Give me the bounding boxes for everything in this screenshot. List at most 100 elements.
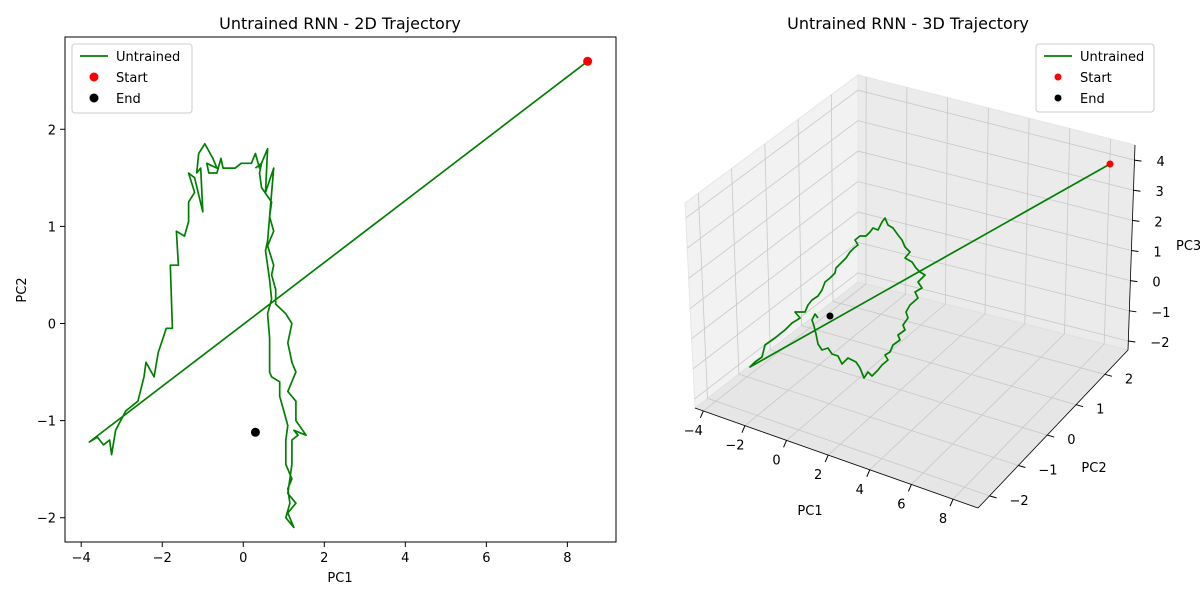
chart-2d-ticks: −4 −2 0 2 4 6 8 −2 −1 0 1 2 [37, 123, 572, 566]
z-grid-line [689, 181, 1132, 309]
y-tick-mark [989, 495, 997, 499]
chart-3d-title: Untrained RNN - 3D Trajectory [787, 14, 1029, 33]
y-tick-label: 0 [1067, 433, 1075, 448]
x-tick-label: 8 [939, 512, 947, 527]
x-grid-line [703, 77, 867, 412]
x-tick-label: −4 [684, 424, 703, 439]
y-grid-line [731, 168, 1019, 466]
y-tick-label: 1 [1096, 403, 1104, 418]
x-grid-line [911, 128, 1071, 485]
z-tick-mark [1132, 219, 1140, 222]
y-grid-line [697, 193, 990, 497]
y-tick-mark [1018, 464, 1026, 468]
chart-2d-points [250, 56, 593, 437]
legend-label-start: Start [1080, 71, 1112, 86]
y-tick-label: −1 [37, 415, 56, 430]
x-tick-label: −2 [153, 551, 172, 566]
chart-3d-end-point [826, 312, 834, 320]
legend-box [1035, 43, 1155, 113]
chart-3d-xlabel: PC1 [797, 504, 822, 519]
x-tick-label: 2 [320, 551, 328, 566]
z-tick-label: 1 [1153, 246, 1161, 261]
chart-3d-grid [685, 77, 1135, 500]
z-tick-label: 3 [1155, 185, 1163, 200]
end-point [250, 427, 260, 437]
z-tick-label: 2 [1154, 215, 1162, 230]
x-tick-mark [824, 454, 829, 463]
x-tick-mark [741, 425, 746, 433]
chart-3d-legend: Untrained Start End [1035, 43, 1155, 113]
x-tick-mark [783, 440, 788, 448]
z-tick-label: −2 [1150, 336, 1169, 351]
legend-label-end: End [116, 92, 141, 107]
x-tick-label: 6 [897, 497, 905, 512]
x-grid-line [786, 97, 949, 441]
x-tick-label: 4 [856, 483, 864, 498]
chart-2d: Untrained RNN - 2D Trajectory −4 −2 0 2 4 6 8 −… [15, 14, 617, 586]
y-tick-mark [1075, 404, 1084, 408]
legend-label-untrained: Untrained [116, 50, 180, 65]
z-axis-line [1127, 144, 1136, 351]
legend-start-marker [89, 72, 99, 82]
chart-2d-series [88, 60, 589, 529]
y-tick-label: −2 [37, 512, 56, 527]
y-axis-line [977, 349, 1129, 509]
chart-3d-zlabel: PC3 [1176, 239, 1200, 254]
chart-3d-ticks: −4 −2 0 2 4 6 8 −2 −1 0 1 2 −2 −1 0 1 2 3 4 [684, 155, 1171, 527]
chart-2d-title: Untrained RNN - 2D Trajectory [219, 14, 461, 33]
chart-3d: Untrained RNN - 3D Trajectory −4 −2 0 2 4 6 8 −… [684, 14, 1200, 527]
z-tick-label: −1 [1151, 306, 1170, 321]
x-grid-line [869, 118, 1030, 471]
x-tick-label: 6 [482, 551, 490, 566]
legend-label-end: End [1080, 92, 1105, 107]
z-tick-mark [1131, 250, 1139, 253]
y-grid-line [797, 119, 1077, 406]
x-grid-line [952, 138, 1111, 500]
z-tick-mark [1134, 159, 1142, 162]
y-tick-label: 2 [1125, 372, 1133, 387]
x-tick-mark [949, 498, 954, 507]
z-tick-label: 4 [1156, 155, 1164, 170]
x-grid-line [744, 87, 908, 426]
legend-label-untrained: Untrained [1080, 50, 1144, 65]
legend-box [71, 43, 193, 114]
y-tick-label: −1 [1038, 463, 1057, 478]
chart-3d-ylabel: PC2 [1081, 461, 1106, 476]
y-tick-label: 1 [48, 220, 56, 235]
z-grid-line [688, 150, 1133, 279]
y-grid-line [830, 94, 1106, 375]
y-tick-label: 2 [48, 123, 56, 138]
series-untrained-line [88, 60, 589, 529]
y-tick-mark [1104, 373, 1113, 377]
x-tick-label: 8 [563, 551, 571, 566]
x-tick-label: −4 [72, 551, 91, 566]
start-point [583, 56, 593, 66]
x-tick-label: 4 [401, 551, 409, 566]
y-tick-label: 0 [48, 317, 56, 332]
x-tick-mark [907, 484, 912, 492]
x-tick-mark [866, 469, 871, 477]
chart-2d-frame [64, 36, 617, 543]
chart-3d-series-untrained [749, 163, 1111, 379]
z-tick-mark [1130, 280, 1138, 283]
legend-end-marker [89, 93, 99, 103]
chart-2d-xlabel: PC1 [327, 571, 352, 586]
chart-3d-start-point [1106, 160, 1114, 168]
legend-start-marker [1054, 73, 1062, 81]
z-tick-mark [1128, 340, 1136, 343]
z-grid-line [692, 241, 1130, 370]
y-grid-line [764, 143, 1048, 436]
z-tick-mark [1129, 310, 1137, 313]
x-tick-label: 0 [772, 453, 780, 468]
z-tick-label: 0 [1152, 276, 1160, 291]
legend-label-start: Start [116, 71, 148, 86]
chart-2d-legend: Untrained Start End [71, 43, 193, 114]
x-axis-line [694, 407, 979, 509]
x-tick-label: 2 [814, 468, 822, 483]
x-grid-line [827, 107, 989, 456]
y-tick-mark [1047, 434, 1055, 438]
z-grid-line [686, 120, 1134, 249]
z-tick-mark [1133, 189, 1141, 192]
z-grid-line [685, 89, 1135, 219]
